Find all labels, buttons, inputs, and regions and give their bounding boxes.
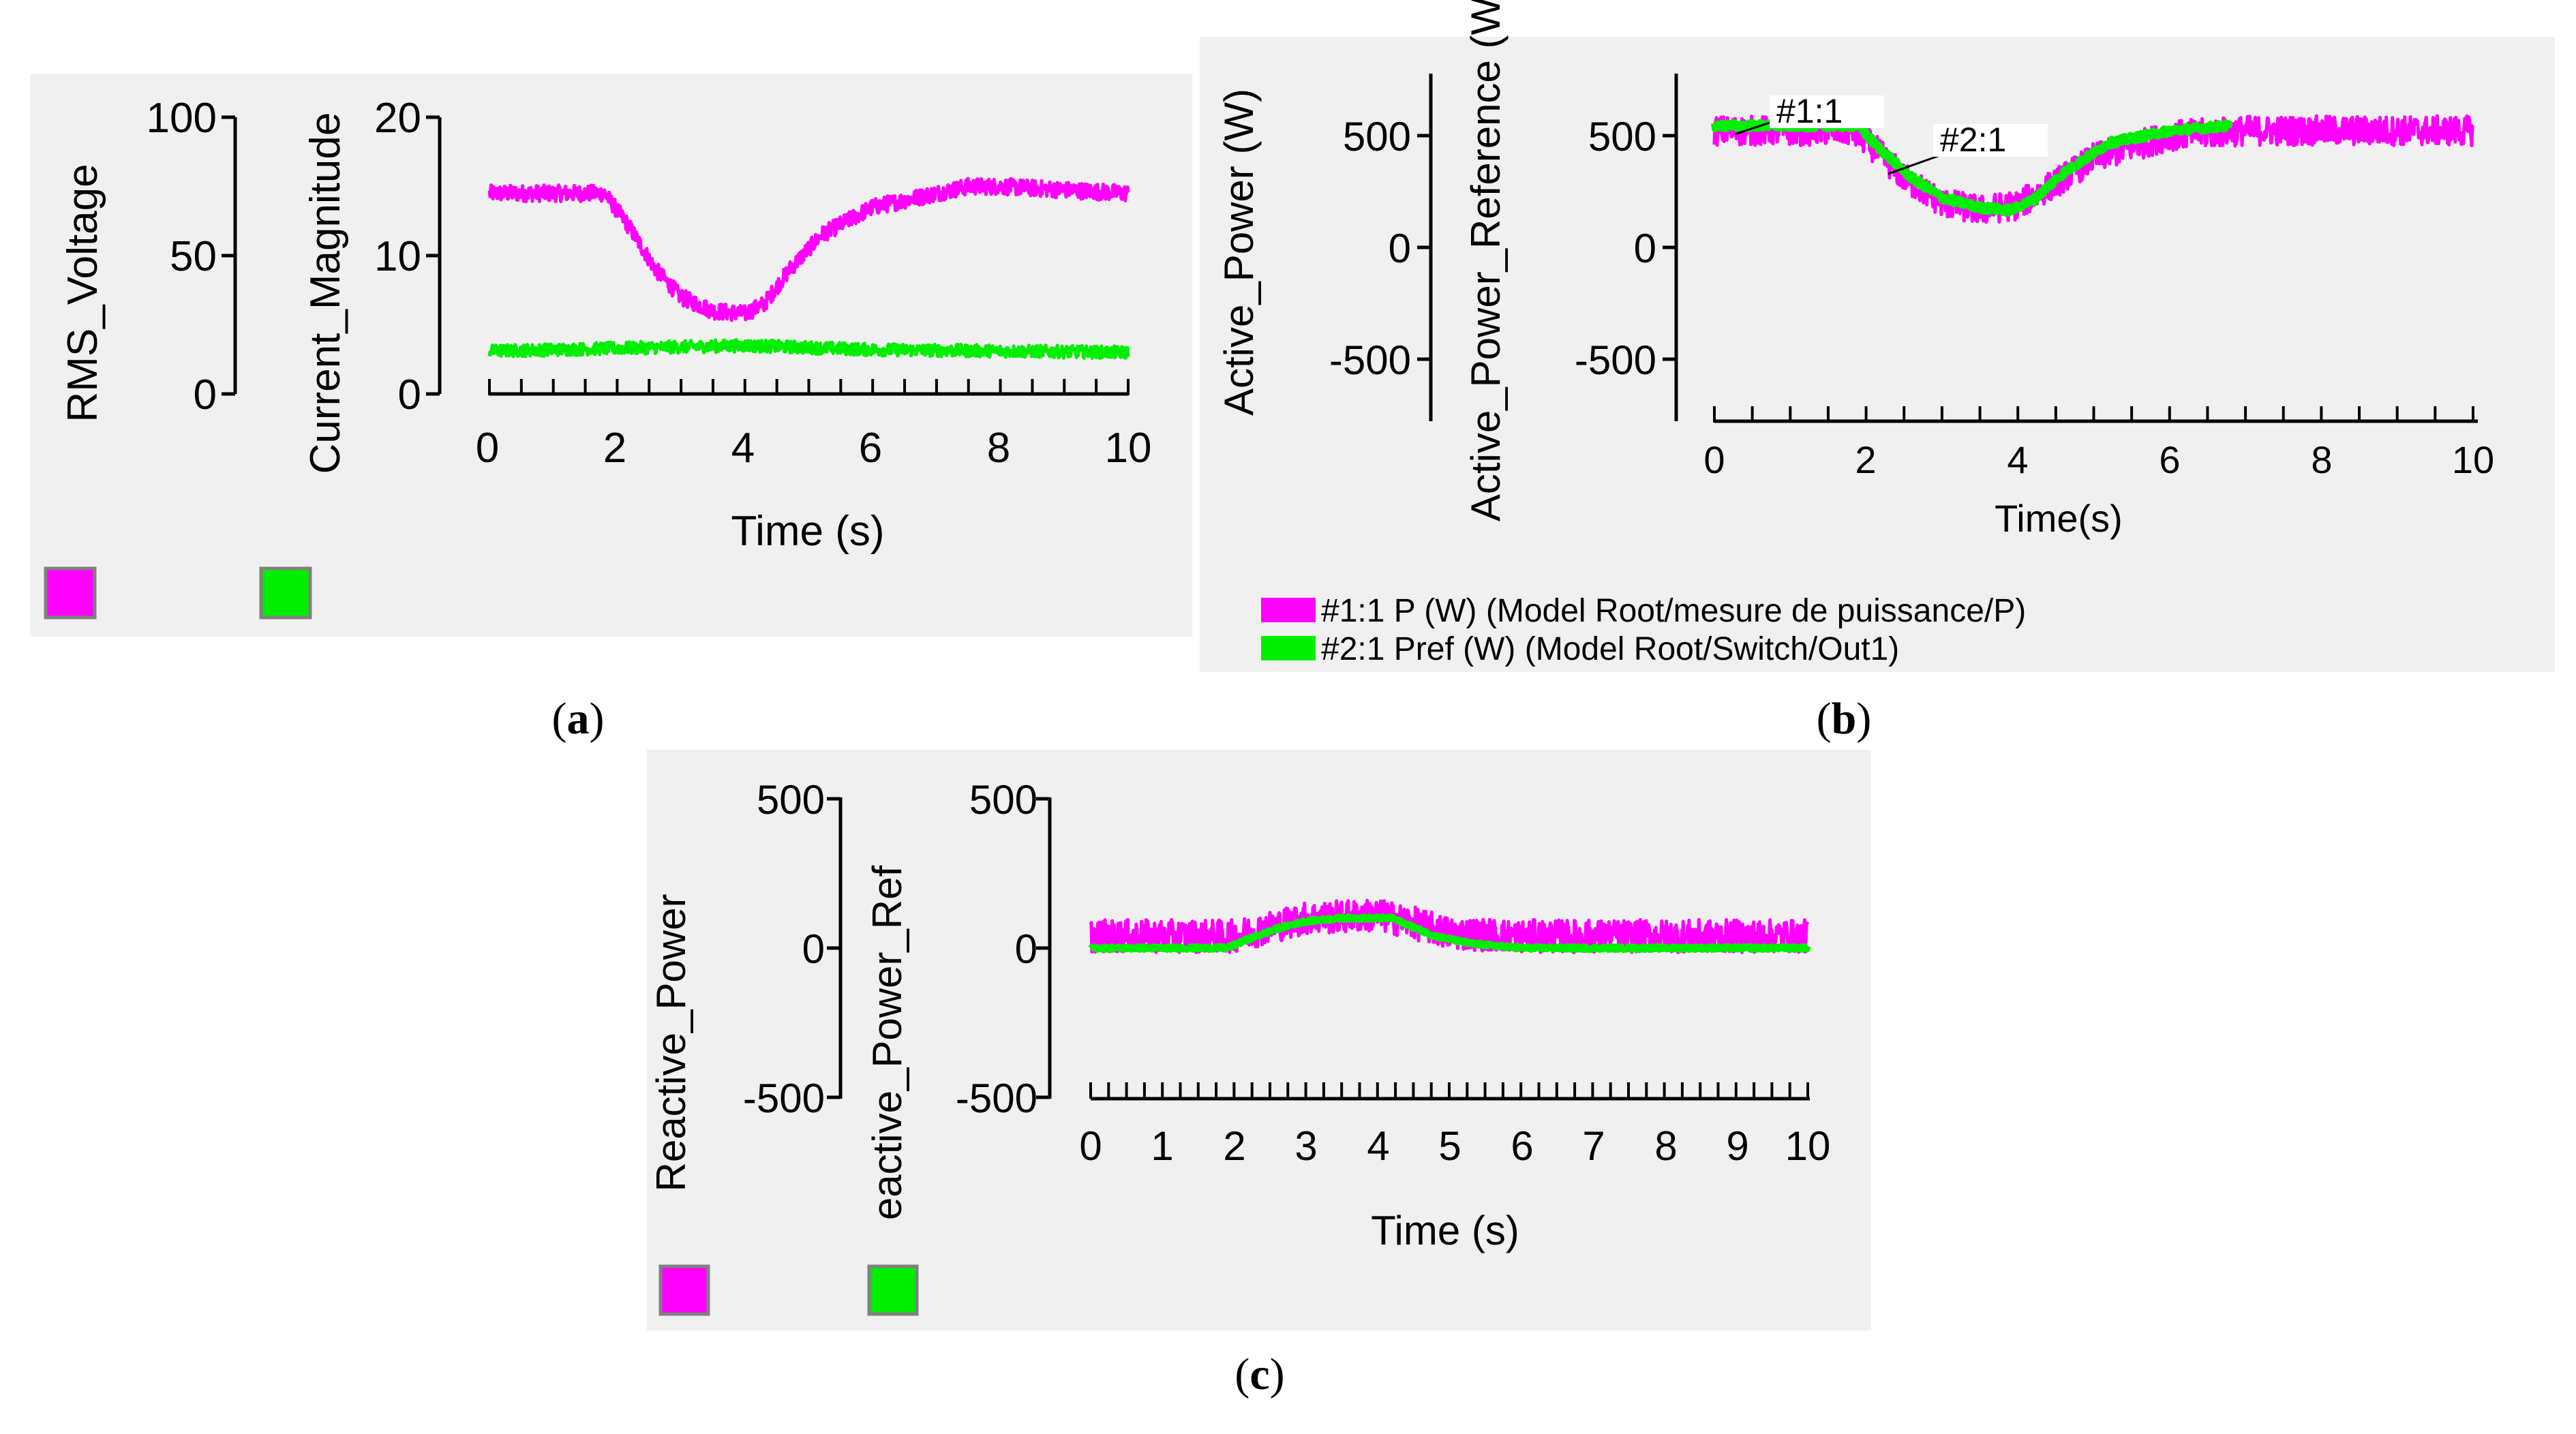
c-x-tick-label-6: 6	[1511, 1123, 1533, 1169]
c-series-reactive-power	[1089, 898, 1810, 954]
a-x-minor-ticks	[488, 379, 1130, 395]
panel-b: Active_Power (W) Active_Power_Reference …	[1200, 0, 2555, 672]
c-x-tick-label-0: 0	[1079, 1123, 1102, 1169]
b-legend-swatch-p	[1261, 598, 1316, 622]
a-rms-axis-label: RMS_Voltage	[59, 164, 106, 422]
a-legend-swatch-rms	[44, 566, 97, 620]
a-rms-tick-label-100: 100	[147, 95, 217, 142]
c-x-tick-label-10: 10	[1785, 1123, 1831, 1169]
panel-c: Reactive_Power eactive_Power_Ref 500 0 -…	[647, 750, 1871, 1330]
c-x-tick-label-2: 2	[1223, 1123, 1245, 1169]
a-rms-tick-label-50: 50	[170, 233, 217, 280]
caption-b: (b)	[1817, 694, 1872, 744]
b-y1-tick-label-m500: -500	[1329, 337, 1411, 383]
b-y2-axis-label: Active_Power_Reference (W)	[1463, 0, 1509, 521]
a-cur-tick-label-0: 0	[398, 371, 421, 418]
c-x-tick-label-3: 3	[1294, 1123, 1317, 1169]
a-rms-tick-label-0: 0	[194, 371, 217, 418]
b-x-tick-label-4: 4	[2007, 438, 2028, 481]
b-marker-2-text: #2:1	[1940, 121, 2006, 159]
c-x-axis-label: Time (s)	[1371, 1208, 1519, 1253]
b-x-tick-label-2: 2	[1855, 438, 1876, 481]
a-x-tick-label-0: 0	[476, 425, 499, 472]
a-cur-tick-label-20: 20	[374, 95, 421, 142]
c-y1-axis-label: Reactive_Power	[648, 894, 694, 1192]
b-y2-tick-label-500: 500	[1588, 114, 1656, 159]
a-x-tick-label-10: 10	[1105, 425, 1152, 472]
c-series-reactive-power-ref	[1088, 913, 1811, 954]
a-series-rms-voltage	[487, 177, 1130, 322]
panel-a: RMS_Voltage Current_Magnitude 100 50 0 2…	[30, 74, 1192, 637]
c-x-minor-ticks	[1089, 1082, 1809, 1099]
c-x-tick-label-9: 9	[1726, 1123, 1748, 1169]
b-marker-1-box	[1770, 95, 1884, 128]
a-current-axis-label: Current_Magnitude	[302, 112, 349, 474]
a-x-tick-label-8: 8	[987, 425, 1010, 472]
a-x-tick-label-2: 2	[603, 425, 626, 472]
b-x-tick-label-0: 0	[1703, 438, 1725, 481]
b-y2-tick-label-0: 0	[1634, 226, 1656, 271]
b-y1-axis-label: Active_Power (W)	[1216, 89, 1262, 416]
c-x-tick-label-4: 4	[1367, 1123, 1389, 1169]
panel-c-background	[647, 750, 1871, 1330]
a-series-current-magnitude	[487, 337, 1130, 361]
caption-c: (c)	[1234, 1349, 1284, 1399]
c-x-tick-label-1: 1	[1151, 1123, 1173, 1169]
a-cur-tick-label-10: 10	[374, 233, 421, 280]
b-marker-2-leader	[1888, 154, 1941, 175]
b-legend-label-p: #1:1 P (W) (Model Root/mesure de puissan…	[1321, 593, 2026, 629]
b-x-minor-ticks	[1713, 406, 2474, 423]
c-y2-tick-label-m500: -500	[956, 1076, 1037, 1121]
b-y1-tick-label-500: 500	[1343, 114, 1411, 159]
c-y2-tick-label-0: 0	[1015, 926, 1037, 972]
c-y2-tick-label-500: 500	[969, 777, 1037, 823]
b-legend-swatch-pref	[1261, 636, 1316, 660]
b-y1-tick-label-0: 0	[1389, 226, 1411, 271]
c-x-tick-label-7: 7	[1582, 1123, 1605, 1169]
b-x-tick-label-8: 8	[2311, 438, 2332, 481]
b-x-axis-label: Time(s)	[1995, 497, 2123, 540]
a-x-tick-label-6: 6	[859, 425, 882, 472]
c-x-tick-label-8: 8	[1654, 1123, 1677, 1169]
a-x-tick-label-4: 4	[731, 425, 755, 472]
c-legend-swatch-qref	[867, 1264, 919, 1316]
c-x-tick-label-5: 5	[1438, 1123, 1461, 1169]
b-x-tick-label-10: 10	[2452, 438, 2494, 481]
c-legend-swatch-q	[658, 1264, 710, 1316]
a-legend-swatch-current	[259, 566, 312, 620]
c-y1-tick-label-500: 500	[757, 777, 825, 823]
c-y1-tick-label-m500: -500	[743, 1076, 825, 1121]
b-y2-tick-label-m500: -500	[1575, 337, 1656, 383]
b-x-tick-label-6: 6	[2159, 438, 2180, 481]
caption-a: (a)	[552, 694, 605, 744]
c-y2-axis-label: eactive_Power_Ref	[864, 866, 910, 1221]
c-y1-tick-label-0: 0	[802, 926, 825, 972]
b-marker-2-box	[1933, 124, 2048, 157]
b-marker-1-text: #1:1	[1776, 92, 1843, 130]
b-legend-label-pref: #2:1 Pref (W) (Model Root/Switch/Out1)	[1321, 631, 1899, 667]
a-x-axis-label: Time (s)	[731, 508, 885, 555]
